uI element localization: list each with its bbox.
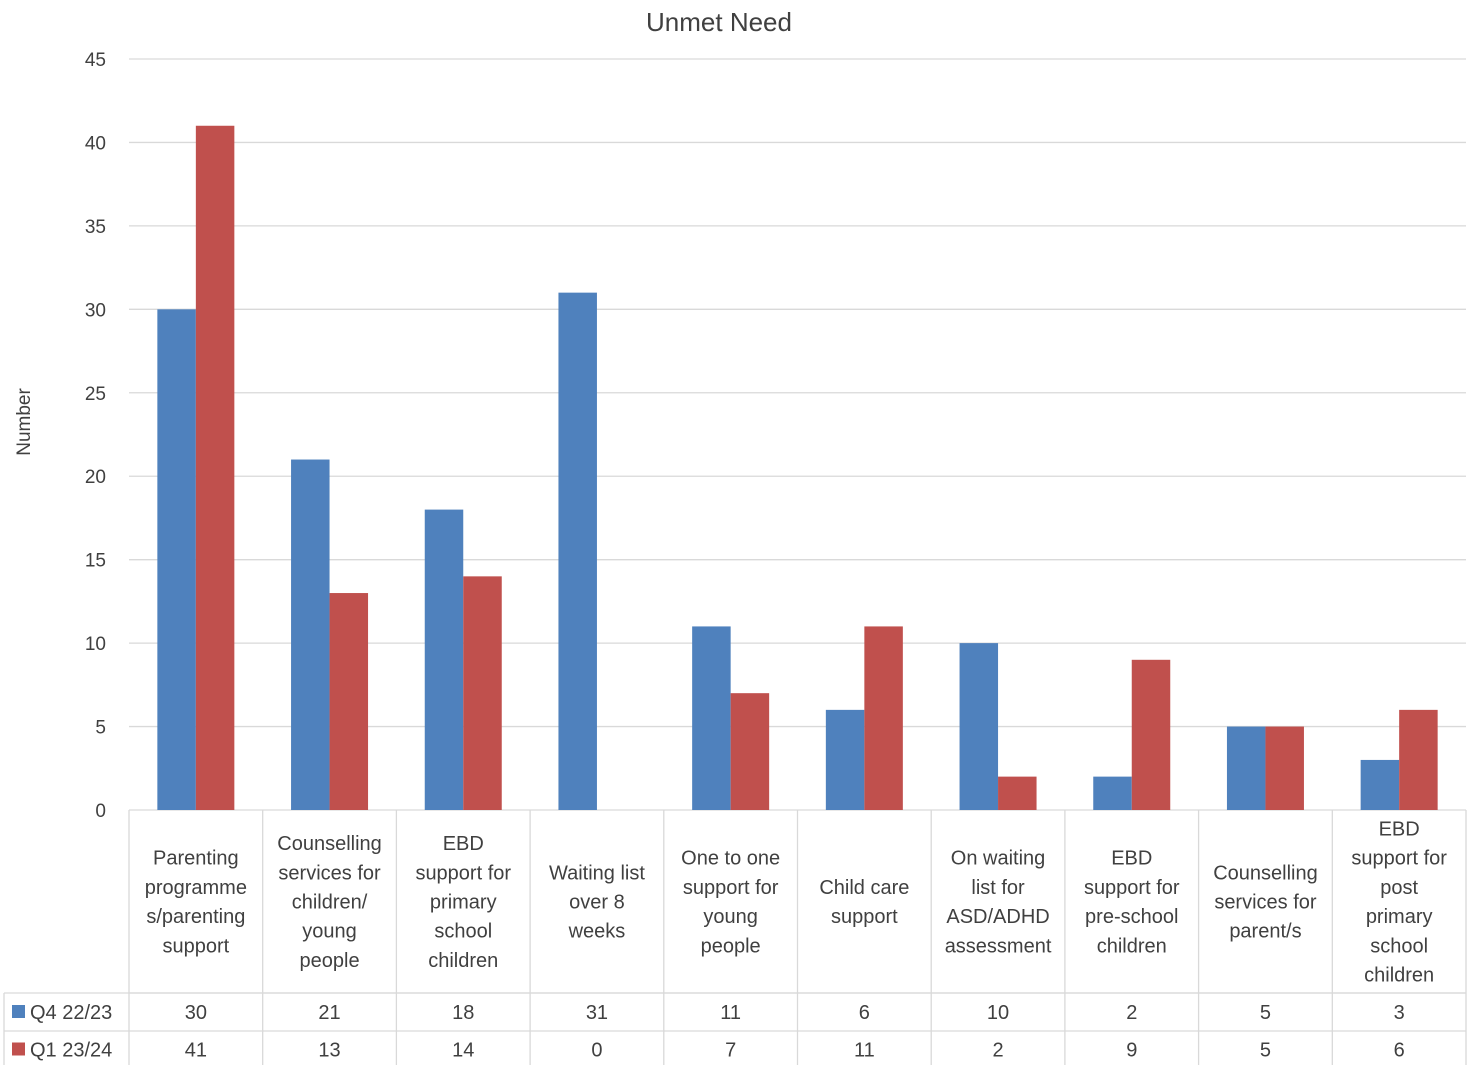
data-table-value: 2 xyxy=(1126,1002,1137,1024)
data-table-value: 13 xyxy=(318,1040,340,1062)
legend-key xyxy=(12,1042,25,1056)
y-tick-label: 20 xyxy=(85,467,106,488)
bar xyxy=(1093,776,1132,810)
category-label: One to one support for young people xyxy=(681,848,780,958)
bar xyxy=(558,292,597,811)
bar xyxy=(1226,726,1266,810)
data-table-value: 18 xyxy=(452,1002,474,1024)
bar xyxy=(291,459,330,810)
y-tick-label: 40 xyxy=(85,133,106,154)
bar xyxy=(463,576,502,810)
data-table-value: 7 xyxy=(725,1040,736,1062)
category-label: On waiting list for ASD/ADHD assessment xyxy=(945,848,1052,958)
y-tick-label: 15 xyxy=(85,551,106,572)
bar xyxy=(1131,659,1171,810)
bar xyxy=(424,509,464,810)
data-table-value: 2 xyxy=(992,1040,1003,1062)
bar xyxy=(959,643,999,810)
y-axis-label: Number xyxy=(14,388,35,456)
data-table-value: 11 xyxy=(720,1002,741,1024)
bar xyxy=(195,125,235,810)
category-label: Child care support xyxy=(819,877,909,928)
data-table-value: 11 xyxy=(854,1040,875,1062)
chart-title: Unmet Need xyxy=(646,7,792,37)
bar xyxy=(1399,709,1438,810)
bar xyxy=(692,626,731,810)
data-table-value: 14 xyxy=(452,1040,474,1062)
category-label: Counselling services for children/young peo… xyxy=(277,833,382,972)
bar xyxy=(329,593,369,810)
data-table-value: 30 xyxy=(185,1002,207,1024)
category-label: Counselling services for parent/s xyxy=(1213,862,1318,942)
y-tick-label: 10 xyxy=(85,634,106,655)
y-tick-label: 35 xyxy=(85,217,106,238)
bar xyxy=(1265,726,1304,810)
data-table-value: 5 xyxy=(1260,1002,1271,1024)
data-table-value: 21 xyxy=(318,1002,340,1024)
y-tick-label: 45 xyxy=(85,50,106,71)
y-tick-label: 5 xyxy=(95,718,106,739)
series-name: Q4 22/23 xyxy=(30,1002,112,1024)
category-label: EBD support for post primary school children xyxy=(1351,819,1447,987)
data-table-value: 41 xyxy=(185,1040,207,1062)
data-table-value: 0 xyxy=(591,1040,602,1062)
bar xyxy=(1360,759,1400,810)
y-tick-label: 30 xyxy=(85,300,106,321)
data-table-value: 6 xyxy=(859,1002,870,1024)
data-table: Parenting programme s/parenting support Coun… xyxy=(3,810,1467,1068)
category-label: Waiting list over 8 weeks xyxy=(549,862,645,942)
category-label: EBD support for primary school children xyxy=(415,833,511,972)
y-tick-label: 25 xyxy=(85,384,106,405)
data-table-value: 10 xyxy=(987,1002,1009,1024)
bar xyxy=(730,693,770,810)
bar xyxy=(825,709,865,810)
category-label: Parenting programme s/parenting support xyxy=(145,848,247,958)
data-table-value: 31 xyxy=(586,1002,608,1024)
data-table-value: 5 xyxy=(1260,1040,1271,1062)
category-label: EBD support for pre-school children xyxy=(1084,848,1180,958)
legend-key xyxy=(12,1005,25,1018)
y-tick-label: 0 xyxy=(95,801,106,822)
bars xyxy=(157,125,1438,811)
data-table-value: 9 xyxy=(1126,1040,1137,1062)
data-table-value: 6 xyxy=(1394,1040,1405,1062)
data-table-value: 3 xyxy=(1394,1002,1405,1024)
series-name: Q1 23/24 xyxy=(30,1040,112,1062)
bar xyxy=(998,776,1037,810)
y-tick-labels: 0 5 10 15 20 25 30 35 40 45 xyxy=(85,50,106,822)
bar xyxy=(157,309,196,810)
bar xyxy=(864,626,903,810)
